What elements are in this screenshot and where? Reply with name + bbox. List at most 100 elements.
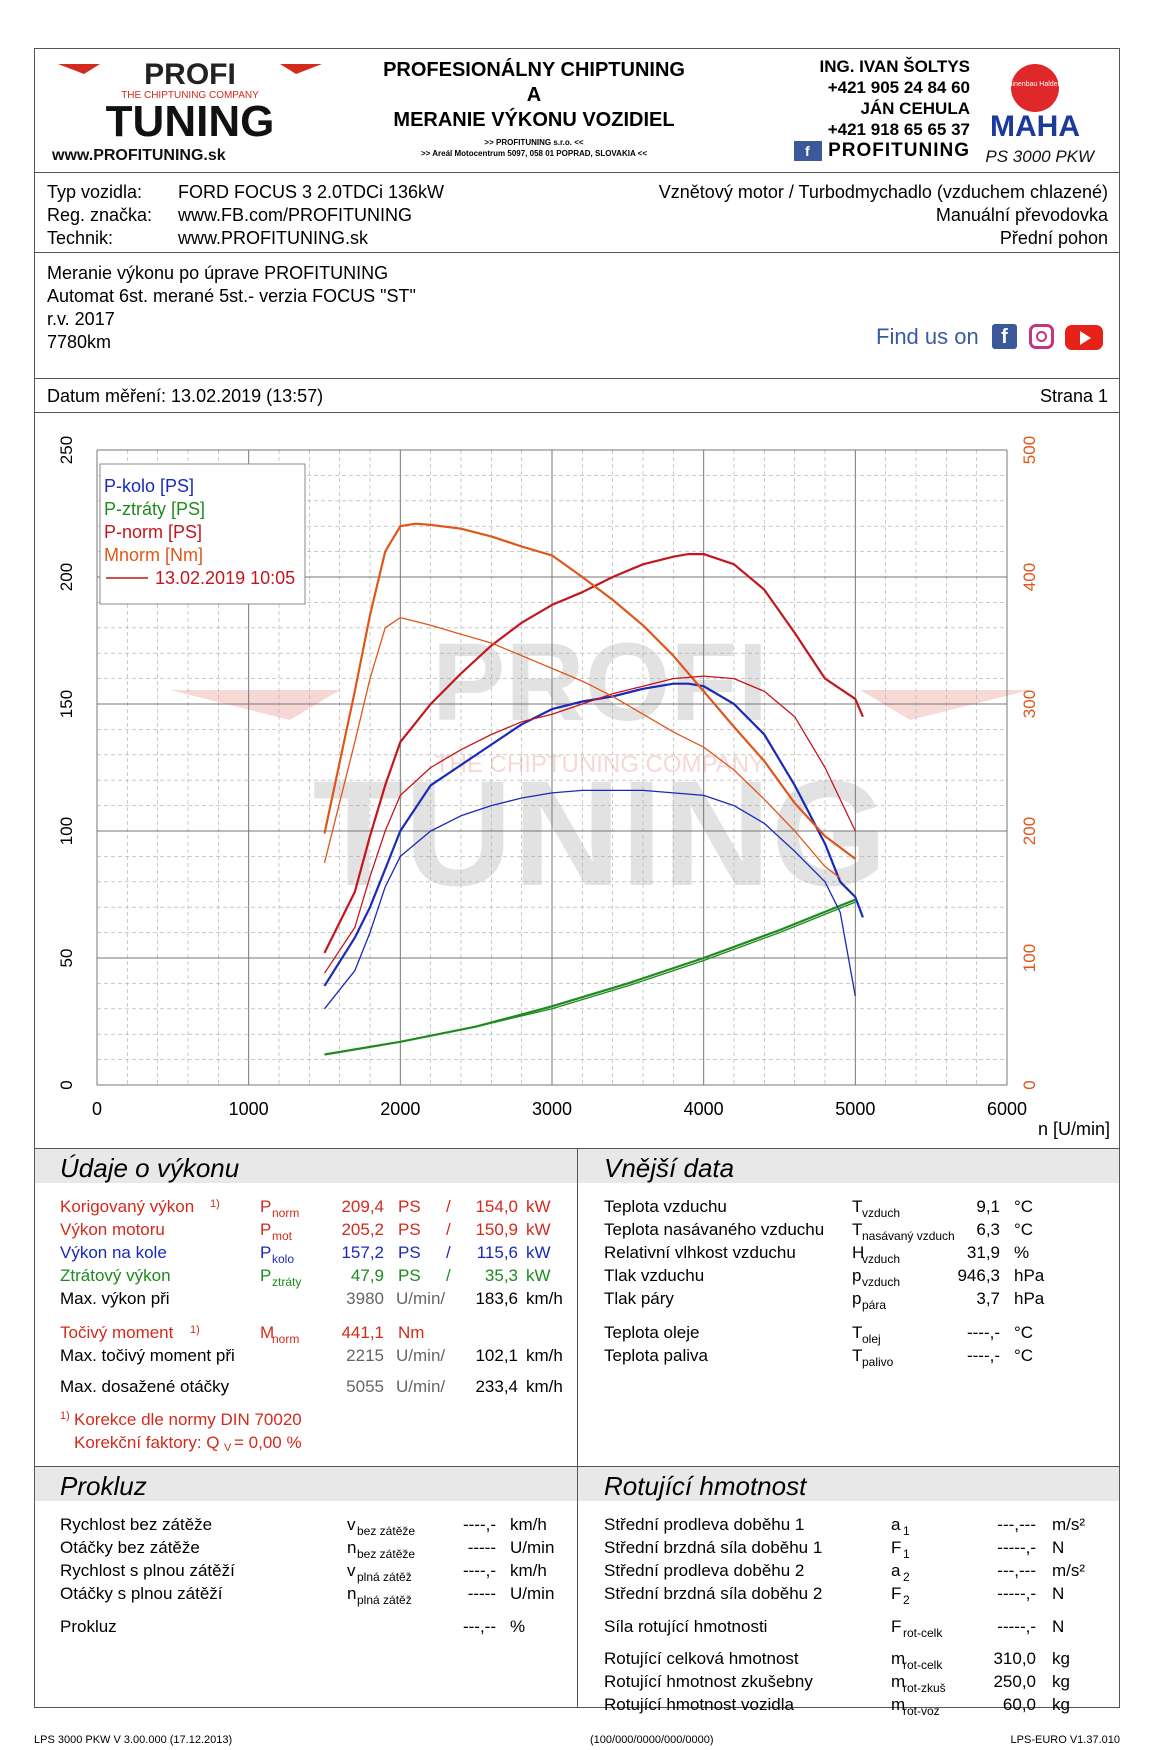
rot-label: Střední prodleva doběhu 1: [604, 1515, 805, 1534]
slip-value: ---,--: [462, 1617, 496, 1636]
rot-symbol: F: [891, 1584, 902, 1603]
header-title-2: A: [526, 84, 542, 106]
note-line: 7780km: [47, 332, 112, 352]
perf-value-2: 233,4: [475, 1377, 518, 1396]
rot-unit: N: [1052, 1538, 1065, 1557]
slip-symbol: n: [347, 1538, 357, 1557]
logo-main: TUNING: [106, 97, 275, 146]
rot-symbol-sub: rot-celk: [903, 1626, 943, 1640]
note-line: Automat 6st. merané 5st.- verzia FOCUS "…: [47, 286, 416, 306]
perf-value-1: 157,2: [341, 1243, 384, 1262]
facebook-icon[interactable]: f: [992, 324, 1017, 349]
legend-label: P-kolo [PS]: [104, 476, 194, 496]
slip-symbol: n: [347, 1584, 357, 1603]
profituning-logo: PROFI THE CHIPTUNING COMPANY TUNING www.…: [51, 58, 322, 164]
perf-value-1: 47,9: [350, 1266, 384, 1285]
ext-symbol: T: [852, 1323, 863, 1342]
perf-symbol-sub: norm: [272, 1206, 300, 1220]
series-line: [323, 675, 856, 974]
header-title-1: PROFESIONÁLNY CHIPTUNING: [383, 59, 685, 81]
perf-title: Údaje o výkonu: [60, 1153, 240, 1183]
perf-unit-1: PS: [398, 1243, 421, 1262]
slip-symbol-sub: plná zátěž: [357, 1593, 412, 1607]
rot-label: Střední brzdná síla doběhu 2: [604, 1584, 823, 1603]
slip-label: Prokluz: [60, 1617, 117, 1636]
instagram-icon[interactable]: [1029, 324, 1054, 349]
ext-value: 3,7: [976, 1289, 1000, 1308]
ext-value: ----,-: [966, 1346, 1000, 1365]
x-tick-label: 3000: [532, 1099, 572, 1119]
perf-unit-1: U/min/: [396, 1346, 446, 1365]
notes: Meranie výkonu po úprave PROFITUNING Aut…: [47, 262, 416, 354]
ext-value: 9,1: [976, 1197, 1000, 1216]
perf-value-2: 150,9: [475, 1220, 518, 1239]
perf-symbol-sub: ztráty: [272, 1275, 302, 1289]
rot-unit: N: [1052, 1584, 1065, 1603]
footer-center: (100/000/0000/000/0000): [590, 1734, 714, 1746]
ext-unit: %: [1014, 1243, 1030, 1262]
contact-2: JÁN CEHULA: [860, 99, 970, 118]
footer-right: LPS-EURO V1.37.010: [1010, 1734, 1120, 1746]
reg-value: www.FB.com/PROFITUNING: [178, 205, 413, 225]
y-left-tick-label: 100: [57, 817, 76, 845]
ext-symbol-sub: olej: [862, 1332, 881, 1346]
ext-label: Teplota oleje: [604, 1323, 700, 1342]
slip-unit: km/h: [510, 1515, 547, 1534]
maha-text: MAHA: [990, 110, 1080, 143]
perf-label: Max. výkon při: [60, 1289, 170, 1308]
y-left-tick-label: 150: [57, 690, 76, 718]
ext-title: Vnější data: [604, 1153, 735, 1183]
perf-value-2: 115,6: [476, 1243, 518, 1262]
slip-unit: km/h: [510, 1561, 547, 1580]
legend-label: P-norm [PS]: [104, 522, 202, 542]
rot-unit: m/s²: [1052, 1515, 1086, 1534]
fb-brand: PROFITUNING: [828, 140, 970, 161]
ext-symbol: H: [852, 1243, 865, 1262]
perf-unit-1: PS: [398, 1266, 421, 1285]
perf-symbol-sub: norm: [272, 1332, 300, 1346]
perf-separator: /: [446, 1220, 451, 1239]
rot-value: 60,0: [1002, 1695, 1036, 1714]
x-tick-label: 6000: [987, 1099, 1027, 1119]
reg-label: Reg. značka:: [47, 205, 153, 225]
y-left-tick-label: 0: [57, 1080, 76, 1089]
factor-sub: V: [224, 1442, 232, 1454]
ext-value: ----,-: [966, 1323, 1000, 1342]
rot-title: Rotující hmotnost: [604, 1471, 807, 1501]
rot-symbol-sub: 2: [903, 1570, 910, 1584]
footnote-number: 1): [60, 1410, 70, 1422]
ext-unit: °C: [1014, 1346, 1034, 1365]
rot-label: Rotující hmotnost vozidla: [604, 1695, 794, 1714]
slip-label: Otáčky bez zátěže: [60, 1538, 200, 1557]
perf-unit-2: kW: [526, 1197, 551, 1216]
ext-unit: °C: [1014, 1323, 1034, 1342]
maha-logo: Maschinenbau Haldenwang MAHA LPS 3000 PK…: [985, 64, 1096, 166]
perf-label: Výkon motoru: [60, 1220, 165, 1239]
series-line: [324, 898, 856, 1056]
perf-value-2: 154,0: [475, 1197, 518, 1216]
rot-symbol: m: [891, 1672, 906, 1691]
slip-label: Rychlost bez zátěže: [60, 1515, 213, 1534]
ext-value: 31,9: [966, 1243, 1000, 1262]
slip-symbol-sub: bez zátěže: [357, 1547, 416, 1561]
rot-symbol-sub: rot-celk: [903, 1658, 943, 1672]
perf-unit-2: km/h: [526, 1377, 563, 1396]
youtube-icon[interactable]: [1065, 325, 1103, 350]
slip-symbol-sub: plná zátěž: [357, 1570, 412, 1584]
find-us-label: Find us on: [876, 324, 979, 349]
footer-left: LPS 3000 PKW V 3.00.000 (17.12.2013): [34, 1734, 233, 1746]
phone-2: +421 918 65 65 37: [827, 120, 970, 139]
perf-value-1: 3980: [346, 1289, 384, 1308]
perf-label: Max. točivý moment při: [60, 1346, 235, 1365]
rot-value: 310,0: [993, 1649, 1036, 1668]
x-tick-label: 5000: [835, 1099, 875, 1119]
slip-unit: U/min: [510, 1584, 555, 1603]
perf-unit-1: PS: [398, 1220, 421, 1239]
y-right-tick-label: 500: [1020, 436, 1039, 464]
rot-unit: kg: [1052, 1695, 1070, 1714]
y-left-tick-label: 200: [57, 563, 76, 591]
ext-symbol-sub: vzduch: [862, 1206, 901, 1220]
logo-url: www.PROFITUNING.sk: [51, 147, 226, 164]
rot-unit: N: [1052, 1617, 1065, 1636]
perf-value-1: 209,4: [341, 1197, 384, 1216]
